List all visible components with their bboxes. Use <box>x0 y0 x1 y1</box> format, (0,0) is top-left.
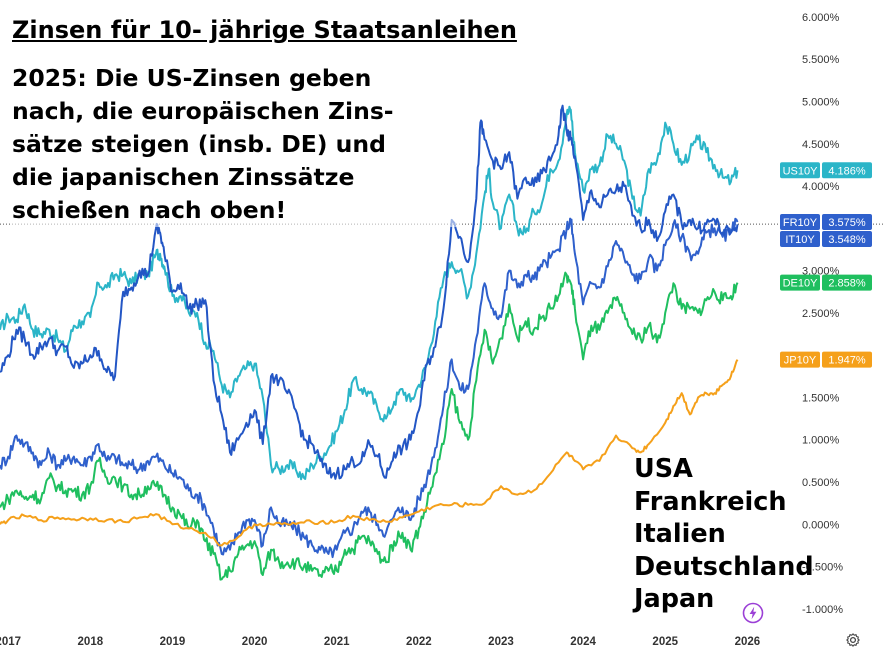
y-tick-label: -0.500% <box>802 562 843 574</box>
y-tick-label: 4.000% <box>802 181 840 193</box>
gear-icon[interactable] <box>845 632 861 648</box>
x-axis: 2017 2018 2019 2020 2021 2022 2023 2024 2025 2026 <box>0 636 760 648</box>
series-last-value: 1.947% <box>828 355 866 367</box>
x-tick-label: 2023 <box>488 636 514 648</box>
series-name-box <box>780 274 820 291</box>
country-label: Italien <box>634 519 726 549</box>
y-tick-label: 1.000% <box>802 435 840 447</box>
y-tick-label: 4.500% <box>802 139 840 151</box>
y-tick-label: 0.000% <box>802 519 840 531</box>
series-name-box <box>780 213 820 230</box>
series-name-box <box>780 230 820 247</box>
series-name-box <box>780 351 820 368</box>
x-tick-label: 2019 <box>160 636 186 648</box>
country-list: USA Frankreich Italien Deutschland Japan <box>634 453 814 616</box>
y-tick-label: 3.000% <box>802 266 840 278</box>
series-last-value: 4.186% <box>828 165 866 177</box>
lightning-icon[interactable] <box>742 602 764 624</box>
series-label-us10y: US10Y 4.186% <box>780 162 872 179</box>
x-tick-label: 2020 <box>242 636 268 648</box>
subtitle-line: nach, die europäischen Zins- <box>12 97 394 125</box>
y-tick-label: 5.500% <box>802 54 840 66</box>
subtitle-line: schießen nach oben! <box>12 196 287 224</box>
series-value-box <box>822 162 872 179</box>
country-label: Japan <box>634 584 715 614</box>
series-name: FR10Y <box>783 217 818 229</box>
subtitle-line: sätze steigen (insb. DE) und <box>12 130 386 158</box>
y-tick-label: 5.000% <box>802 96 840 108</box>
x-tick-label: 2025 <box>652 636 678 648</box>
series-label-jp10y: JP10Y 1.947% <box>780 351 872 368</box>
y-tick-label: 2.500% <box>802 308 840 320</box>
x-tick-label: 2026 <box>735 636 761 648</box>
y-tick-label: -1.000% <box>802 604 843 616</box>
subtitle-line: 2025: Die US-Zinsen geben <box>12 64 372 92</box>
y-tick-label: 1.500% <box>802 392 840 404</box>
series-name: US10Y <box>783 165 819 177</box>
series-label-it10y: IT10Y 3.548% <box>780 230 872 247</box>
series-last-value: 3.548% <box>828 234 866 246</box>
series-name: IT10Y <box>785 234 815 246</box>
x-tick-label: 2021 <box>324 636 350 648</box>
series-labels: US10Y 4.186% FR10Y 3.575% IT10Y 3.548% DE10Y 2.… <box>780 162 872 368</box>
series-value-box <box>822 230 872 247</box>
series-line-jp10y <box>0 359 739 547</box>
y-tick-label: 6.000% <box>802 12 840 24</box>
series-layer <box>0 104 739 581</box>
series-line-it10y <box>0 104 739 480</box>
x-tick-label: 2022 <box>406 636 432 648</box>
series-last-value: 3.575% <box>828 217 866 229</box>
x-tick-label: 2017 <box>0 636 21 648</box>
country-label: Frankreich <box>634 486 787 517</box>
x-tick-label: 2024 <box>570 636 596 648</box>
series-label-fr10y: FR10Y 3.575% <box>780 213 872 230</box>
series-value-box <box>822 213 872 230</box>
series-last-value: 2.858% <box>828 278 866 290</box>
series-value-box <box>822 274 872 291</box>
series-name: DE10Y <box>783 278 819 290</box>
series-line-fr10y <box>0 217 739 559</box>
chart-title: Zinsen für 10- jährige Staatsanleihen <box>12 16 517 44</box>
subtitle-line: die japanischen Zinssätze <box>12 163 355 191</box>
y-axis: 6.000% 5.500% 5.000% 4.500% 4.000% 3.000% 2.50… <box>802 12 843 616</box>
chart-subtitle: 2025: Die US-Zinsen geben nach, die euro… <box>12 62 462 227</box>
country-label: Deutschland <box>634 551 814 582</box>
x-tick-label: 2018 <box>78 636 104 648</box>
series-name: JP10Y <box>784 355 817 367</box>
series-name-box <box>780 162 820 179</box>
series-label-de10y: DE10Y 2.858% <box>780 274 872 291</box>
series-line-us10y <box>0 105 739 481</box>
y-tick-label: 0.500% <box>802 477 840 489</box>
series-value-box <box>822 351 872 368</box>
series-line-de10y <box>0 271 739 581</box>
country-label: USA <box>634 454 693 484</box>
